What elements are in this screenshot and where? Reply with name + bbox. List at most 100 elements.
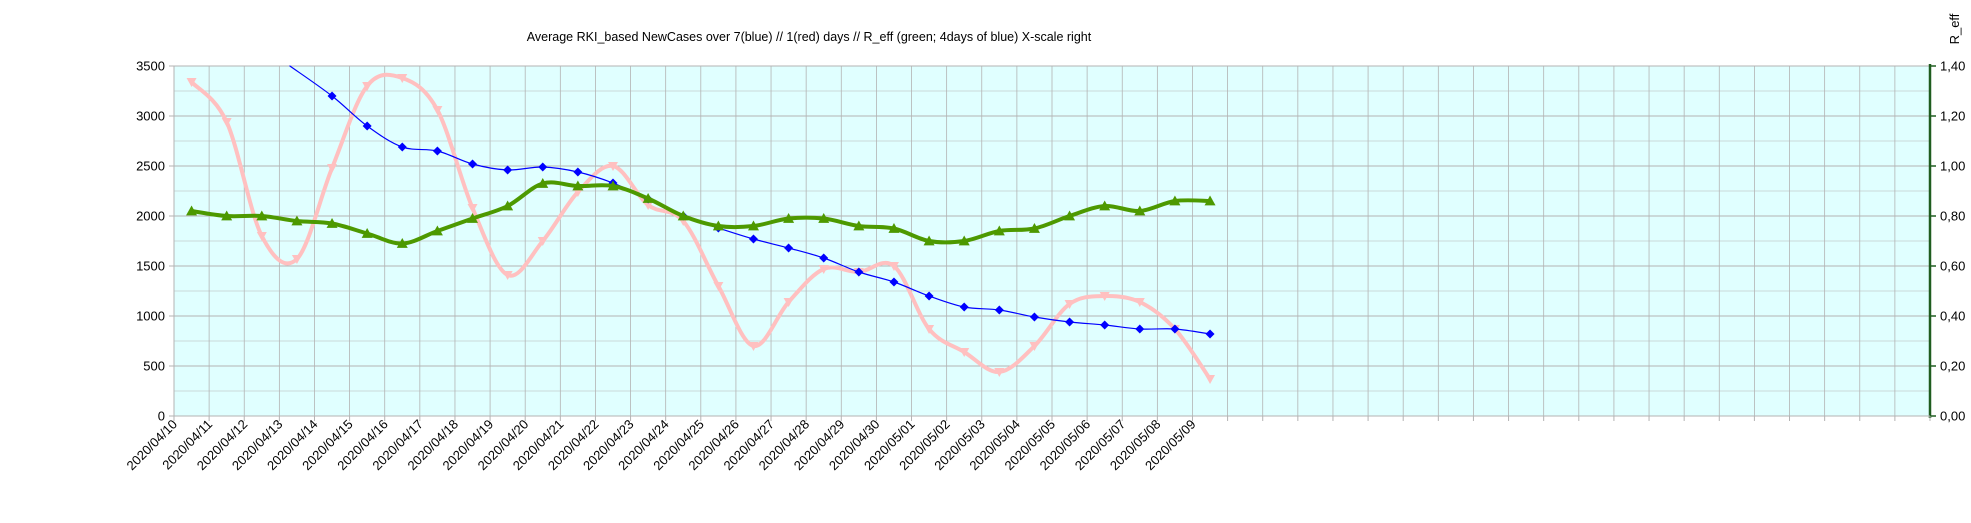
data-point <box>327 91 337 101</box>
data-point <box>748 234 758 244</box>
data-point <box>432 106 443 115</box>
data-point <box>1028 223 1040 233</box>
data-point <box>1170 324 1180 334</box>
data-point <box>642 193 654 203</box>
y-right-tick-label: 0,40 <box>1940 309 1965 324</box>
data-point <box>538 162 548 172</box>
data-point <box>572 180 584 191</box>
y-tick-label: 500 <box>143 359 165 374</box>
y-right-tick-label: 1,20 <box>1940 109 1965 124</box>
right-axis-label: R_eff <box>1947 13 1962 44</box>
data-point <box>783 298 794 307</box>
x-axis: 2020/04/102020/04/112020/04/122020/04/13… <box>123 415 1931 473</box>
y-right-tick-label: 0,20 <box>1940 359 1965 374</box>
data-point <box>1134 205 1146 216</box>
data-point <box>854 267 864 277</box>
data-point <box>467 213 479 223</box>
data-point <box>677 210 689 221</box>
data-point <box>1135 324 1145 334</box>
data-point <box>537 237 548 246</box>
data-point <box>888 223 900 233</box>
data-point <box>1029 342 1040 351</box>
data-point <box>503 165 513 175</box>
data-point <box>818 265 829 274</box>
y-tick-label: 2500 <box>136 159 165 174</box>
data-point <box>186 205 198 216</box>
data-point <box>748 342 759 351</box>
data-point <box>994 305 1004 315</box>
data-point <box>1099 200 1111 211</box>
data-point <box>1169 195 1181 206</box>
data-point <box>256 210 268 221</box>
data-point <box>256 232 267 241</box>
data-point <box>888 262 899 271</box>
data-point <box>502 271 513 280</box>
y-tick-label: 0 <box>158 409 165 424</box>
data-point <box>291 215 303 226</box>
data-point <box>537 178 549 188</box>
y-right-tick-label: 0,80 <box>1940 209 1965 224</box>
data-point <box>818 213 830 223</box>
data-point <box>397 74 408 83</box>
y-tick-label: 3500 <box>136 59 165 74</box>
data-point <box>1205 329 1215 339</box>
data-point <box>1134 298 1145 307</box>
data-point <box>1099 292 1110 301</box>
data-point <box>712 220 724 231</box>
data-point <box>1064 210 1076 221</box>
right-axis: 0,00 0,20 0,40 0,60 0,80 1,00 1,20 1,40 <box>1928 59 1965 424</box>
data-point <box>747 220 759 231</box>
data-point <box>221 118 232 127</box>
y-right-tick-label: 1,40 <box>1940 59 1965 74</box>
grid-lines <box>173 65 1931 417</box>
data-point <box>889 277 899 287</box>
data-point <box>396 238 408 248</box>
y-tick-label: 2000 <box>136 209 165 224</box>
data-point <box>819 253 829 263</box>
data-point <box>1029 312 1039 322</box>
y-right-tick-label: 1,00 <box>1940 159 1965 174</box>
data-point <box>959 348 970 357</box>
data-point <box>1064 300 1075 309</box>
data-point <box>923 235 935 246</box>
data-point <box>1204 195 1216 206</box>
data-point <box>853 220 865 231</box>
data-point <box>186 78 197 87</box>
series-green <box>186 178 1216 248</box>
y-tick-label: 3000 <box>136 109 165 124</box>
data-point <box>784 243 794 253</box>
data-point <box>1100 320 1110 330</box>
data-point <box>608 162 618 171</box>
y-tick-label: 1000 <box>136 309 165 324</box>
data-point <box>467 204 478 213</box>
data-point <box>1065 317 1075 327</box>
chart-title: Average RKI_based NewCases over 7(blue) … <box>527 30 1092 44</box>
data-point <box>361 228 373 238</box>
data-point <box>1205 375 1216 384</box>
data-point <box>326 218 338 228</box>
data-point <box>643 201 654 210</box>
y-tick-label: 1500 <box>136 259 165 274</box>
data-point <box>221 210 233 221</box>
data-point <box>924 325 935 334</box>
data-point <box>362 121 372 131</box>
data-point <box>327 164 338 173</box>
data-point <box>783 213 795 223</box>
data-point <box>958 235 970 246</box>
data-point <box>502 200 514 211</box>
data-point <box>468 159 478 169</box>
data-point <box>291 255 302 264</box>
data-point <box>924 291 934 301</box>
data-point <box>397 142 407 152</box>
data-point <box>432 146 442 156</box>
data-point <box>994 368 1005 377</box>
data-point <box>431 225 443 236</box>
data-point <box>959 302 969 312</box>
data-point <box>573 167 583 177</box>
data-point <box>607 180 619 191</box>
data-point <box>993 225 1005 236</box>
data-point <box>362 82 373 91</box>
series-line <box>189 180 1213 246</box>
data-point <box>713 282 724 291</box>
